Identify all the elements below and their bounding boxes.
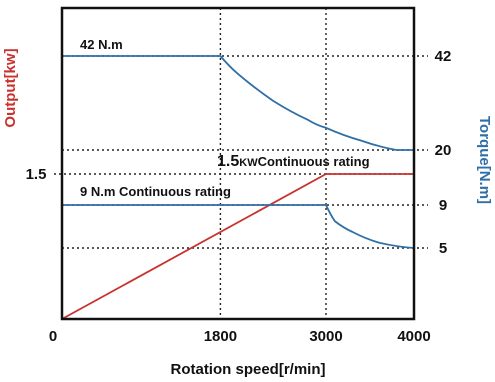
y-axis-title-right: Torque[N.m] [476, 116, 493, 204]
x-tick-label: 4000 [397, 328, 430, 345]
peak-torque-label: 42 N.m [80, 37, 123, 52]
rated-output-unit: KW [239, 157, 258, 169]
y-right-tick-label: 20 [435, 142, 452, 159]
series-line-1 [61, 173, 414, 320]
x-tick-label: 1800 [204, 328, 237, 345]
y-right-tick-label: 42 [435, 48, 452, 65]
series-line-2 [62, 55, 414, 151]
rated-output-label: 1.5KWContinuous rating [217, 153, 370, 170]
chart-series [61, 55, 415, 320]
plot-area-frame [60, 6, 416, 321]
y-right-tick-label: 5 [439, 240, 447, 257]
rated-output-rating: Continuous rating [258, 154, 370, 169]
x-tick-label: 3000 [309, 328, 342, 345]
tick-labels: 0 1800 3000 4000 1.5 42 20 9 5 [26, 48, 452, 345]
y-left-tick-label: 1.5 [26, 166, 47, 183]
x-tick-label: 0 [49, 328, 57, 345]
series-line-3 [62, 204, 415, 249]
rated-output-value: 1.5 [217, 153, 239, 170]
x-axis-title: Rotation speed[r/min] [170, 361, 325, 378]
rated-torque-label: 9 N.m Continuous rating [80, 184, 231, 199]
y-axis-title-left: Output[kw] [2, 48, 19, 127]
y-right-tick-label: 9 [439, 197, 447, 214]
